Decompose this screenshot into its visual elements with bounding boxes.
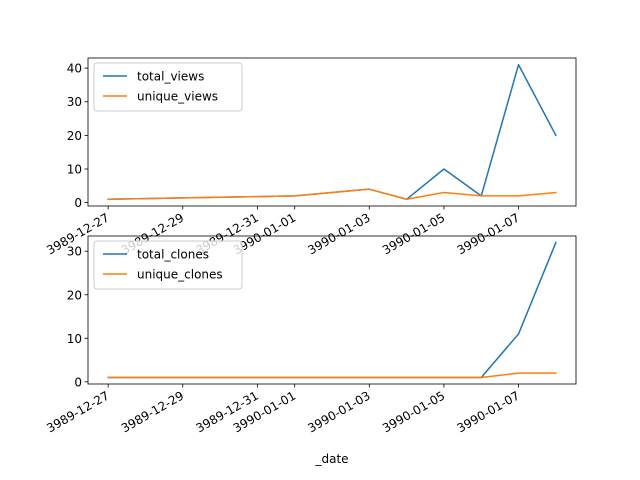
legend-label-unique_clones: unique_clones: [137, 268, 223, 282]
legend-label-total_clones: total_clones: [137, 248, 209, 262]
axes-frame: [87, 57, 577, 207]
x-tick-label: 3990-01-05: [380, 388, 447, 435]
x-tick-label: 3990-01-07: [455, 388, 522, 435]
y-tick-label: 20: [67, 288, 82, 302]
x-tick-label: 3989-12-27: [44, 388, 111, 435]
y-tick-label: 40: [67, 62, 82, 76]
series-line-unique_views: [107, 188, 557, 201]
series-line-unique_clones: [107, 372, 557, 379]
legend-box: [93, 240, 243, 290]
legend: total_clones unique_clones: [93, 240, 243, 290]
legend-label-unique_views: unique_views: [137, 90, 218, 104]
axes-frame: [87, 235, 577, 385]
y-tick-label: 20: [67, 129, 82, 143]
y-tick-label: 10: [67, 332, 82, 346]
x-tick-label: 3990-01-03: [305, 388, 372, 435]
y-tick-label: 10: [67, 163, 82, 177]
x-tick-label: 3989-12-29: [119, 388, 186, 435]
legend-label-total_views: total_views: [137, 70, 204, 84]
y-tick-label: 30: [67, 245, 82, 259]
y-tick-label: 0: [74, 375, 82, 389]
x-tick-label: 3990-01-07: [455, 210, 522, 257]
y-tick-label: 30: [67, 95, 82, 109]
y-tick-label: 0: [74, 196, 82, 210]
x-tick-label: 3990-01-03: [305, 210, 372, 257]
legend-box: [93, 62, 243, 112]
legend: total_views unique_views: [93, 62, 243, 112]
x-axis-title: _date: [314, 452, 348, 466]
x-tick-label: 3990-01-05: [380, 210, 447, 257]
